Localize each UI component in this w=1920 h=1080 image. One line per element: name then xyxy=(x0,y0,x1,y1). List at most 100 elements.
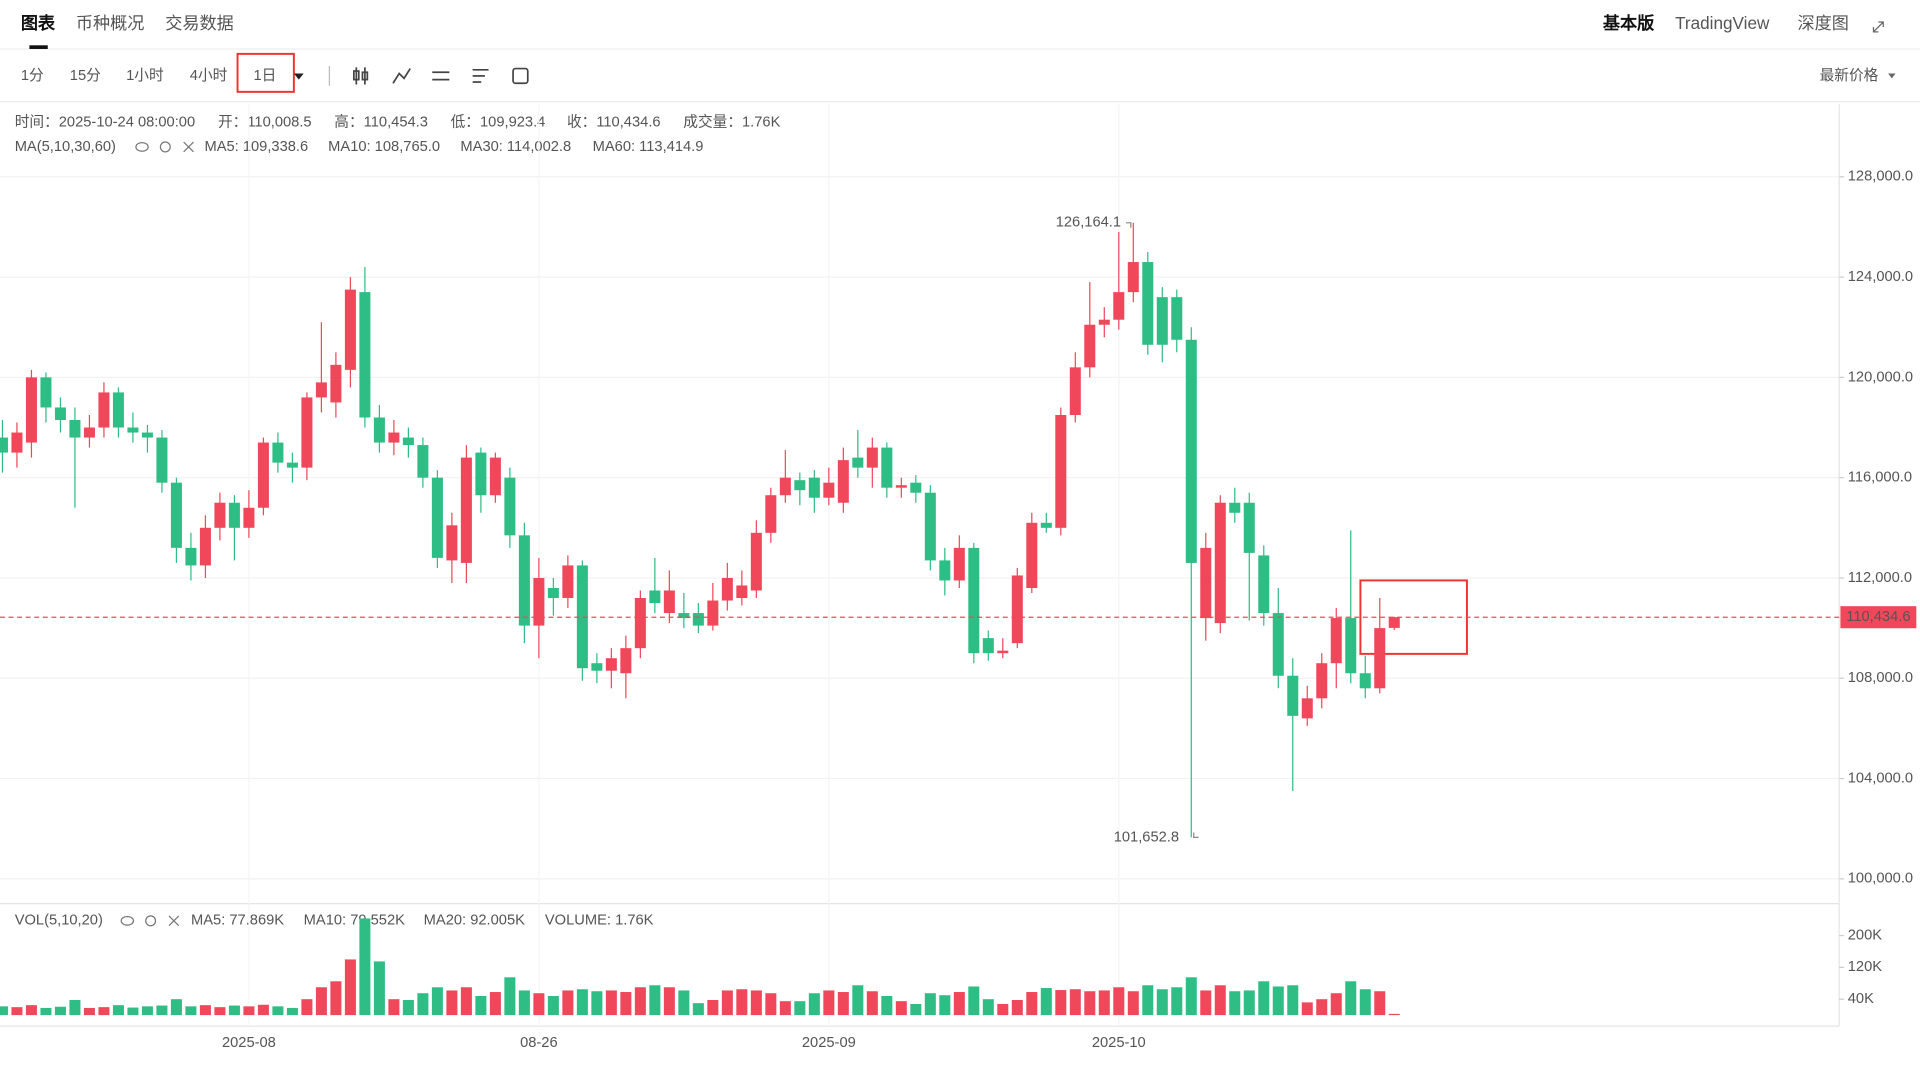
volume-bar xyxy=(1011,999,1023,1016)
vol-tick-label: 40K xyxy=(1848,991,1874,1007)
volume-bar xyxy=(576,989,588,1016)
candle-body xyxy=(1345,618,1357,674)
volume-bar xyxy=(910,1003,922,1016)
settings-icon[interactable] xyxy=(432,71,450,81)
volume-bar xyxy=(185,1006,197,1016)
last-price-label: 110,434.6 xyxy=(1846,609,1910,625)
volume-bar xyxy=(605,990,617,1016)
price-type-caret[interactable] xyxy=(1888,73,1896,79)
close-icon[interactable] xyxy=(183,141,194,153)
interval[interactable]: 15分 xyxy=(70,67,101,84)
gear-icon[interactable] xyxy=(159,141,171,153)
x-tick-label: 08-26 xyxy=(520,1035,558,1051)
volume-bar xyxy=(83,1007,95,1016)
close-icon[interactable] xyxy=(168,915,180,927)
candle-body xyxy=(98,392,110,428)
view-tab[interactable]: TradingView xyxy=(1675,13,1770,33)
candle-body xyxy=(1287,675,1299,716)
interval[interactable]: 1日 xyxy=(253,68,276,84)
volume-bar xyxy=(1374,991,1386,1016)
interval[interactable]: 1分 xyxy=(21,67,44,84)
candle-body xyxy=(794,480,806,491)
ma-value: MA10: 108,765.0 xyxy=(328,139,440,155)
candle-body xyxy=(1388,617,1400,628)
candle-body xyxy=(649,590,661,604)
volume-bar xyxy=(1142,985,1154,1016)
reset-icon[interactable] xyxy=(512,67,529,85)
max-label: 126,164.1 xyxy=(1056,215,1121,231)
candle-body xyxy=(25,377,37,443)
candle-body xyxy=(591,663,603,671)
indicator-icon[interactable] xyxy=(392,68,411,84)
fullscreen-icon[interactable] xyxy=(1872,21,1884,33)
candle-body xyxy=(83,427,95,438)
volume-bar xyxy=(1084,991,1096,1016)
volume-bar xyxy=(1258,981,1270,1016)
candle-body xyxy=(127,427,139,433)
candle-body xyxy=(779,477,791,496)
interval[interactable]: 1小时 xyxy=(126,67,164,84)
volume-bar xyxy=(330,981,342,1016)
interval[interactable]: 4小时 xyxy=(190,67,228,84)
volume-bar xyxy=(257,1004,269,1016)
volume-bar xyxy=(1026,992,1038,1016)
volume-bar xyxy=(518,990,530,1016)
volume-bar xyxy=(924,993,936,1016)
candle-body xyxy=(1185,339,1197,563)
candle-body xyxy=(228,502,240,528)
volume-bar xyxy=(765,993,777,1016)
candle-body xyxy=(489,457,501,496)
view-tab[interactable]: 深度图 xyxy=(1798,13,1849,33)
volume-bar xyxy=(25,1005,37,1016)
volume-bar xyxy=(1156,989,1168,1016)
candle-icon[interactable] xyxy=(353,67,369,85)
tab-underline xyxy=(29,45,48,49)
volume-bar xyxy=(1127,991,1139,1016)
volume-bar xyxy=(1040,988,1052,1016)
tab[interactable]: 图表 xyxy=(21,13,56,33)
vol-ma-value: MA20: 92.005K xyxy=(424,913,525,929)
volume-bar xyxy=(982,999,994,1016)
volume-bar xyxy=(736,989,748,1016)
volume-bar xyxy=(1098,990,1110,1016)
volume-bar xyxy=(649,985,661,1016)
volume-bar xyxy=(779,1001,791,1016)
candle-body xyxy=(1084,324,1096,368)
volume-bar xyxy=(968,986,980,1016)
x-tick-label: 2025-10 xyxy=(1092,1035,1146,1051)
ohlc-info: 开：110,008.5 xyxy=(218,114,312,130)
interval-caret[interactable] xyxy=(293,73,304,80)
candle-body xyxy=(1026,522,1038,588)
candle-body xyxy=(257,442,269,508)
gear-icon[interactable] xyxy=(145,915,157,927)
candle-body xyxy=(199,527,211,566)
ma-value: MA30: 114,002.8 xyxy=(460,139,571,155)
candle-body xyxy=(736,585,748,599)
candle-body xyxy=(1098,319,1110,325)
candle-body xyxy=(678,613,690,619)
volume-bar xyxy=(359,918,371,1016)
volume-bar xyxy=(388,999,400,1016)
candle-body xyxy=(1055,414,1067,528)
eye-icon[interactable] xyxy=(120,915,135,926)
candle-body xyxy=(460,457,472,563)
tab[interactable]: 币种概况 xyxy=(76,13,145,33)
volume-bar xyxy=(127,1007,139,1016)
candle-body xyxy=(924,492,936,561)
vol-ma-value: MA5: 77.869K xyxy=(191,913,284,929)
candle-body xyxy=(997,650,1009,654)
price-type[interactable]: 最新价格 xyxy=(1820,67,1879,84)
candle-body xyxy=(721,577,733,601)
eye-icon[interactable] xyxy=(135,142,149,152)
candle-body xyxy=(156,437,168,483)
volume-bar xyxy=(54,1006,66,1016)
tab[interactable]: 交易数据 xyxy=(165,13,234,33)
draw-icon[interactable] xyxy=(472,68,489,83)
candle-body xyxy=(518,535,530,626)
volume-bar xyxy=(0,1006,8,1016)
candle-body xyxy=(852,457,864,468)
view-tab[interactable]: 基本版 xyxy=(1603,13,1655,33)
candle-body xyxy=(54,407,66,420)
vol-label: VOL(5,10,20) xyxy=(15,913,103,929)
